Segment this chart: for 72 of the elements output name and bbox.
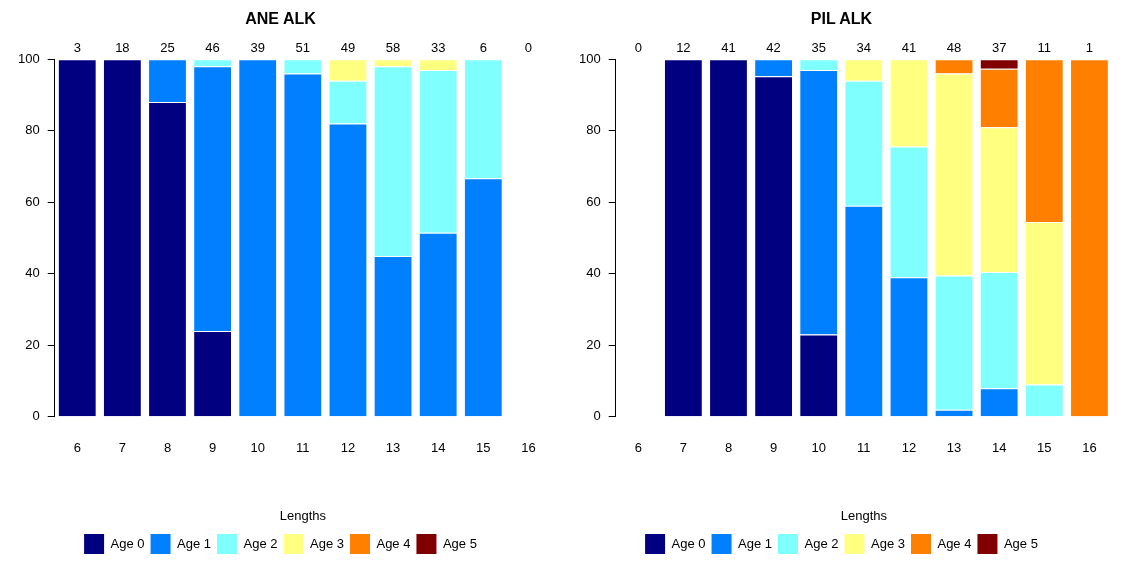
text: 42 (766, 40, 781, 56)
text: 58 (385, 40, 401, 56)
legend-label: Age 3 (310, 535, 344, 551)
x-tick-label: 10 (250, 440, 265, 456)
legend-label: Age 0 (110, 535, 145, 551)
x-tick-label: 15 (476, 440, 491, 456)
x-tick-label: 9 (208, 440, 217, 456)
text: 11 (1037, 40, 1052, 56)
text: 41 (721, 40, 736, 56)
text: 35 (811, 40, 826, 56)
text: 12 (676, 40, 691, 56)
x-tick-label: 6 (73, 440, 81, 456)
legend-label: Age 1 (177, 535, 212, 551)
legend-label: Age 4 (937, 535, 972, 551)
legend-label: Age 4 (376, 535, 411, 551)
y-tick-label: 60 (25, 193, 40, 209)
x-tick-label: 14 (991, 440, 1007, 456)
x-tick-label: 9 (769, 440, 778, 456)
x-tick-label: 16 (1082, 440, 1097, 456)
legend-label: Age 0 (671, 535, 706, 551)
text: 3 (73, 40, 81, 56)
text: 6 (479, 40, 487, 56)
x-tick-label: 16 (521, 440, 536, 456)
text: 0 (524, 40, 533, 56)
y-tick-label: 0 (32, 408, 40, 424)
x-tick-label: 15 (1037, 440, 1052, 456)
y-tick-label: 100 (17, 50, 40, 66)
x-tick-label: 12 (901, 440, 917, 456)
x-tick-label: 10 (811, 440, 826, 456)
text: 51 (295, 40, 311, 56)
text: 18 (115, 40, 130, 56)
text: 0 (634, 40, 642, 56)
text: 41 (901, 40, 917, 56)
legend-label: Age 5 (442, 535, 477, 551)
x-axis-title: Lengths (279, 507, 327, 523)
text: 48 (946, 40, 962, 56)
x-tick-label: 8 (724, 440, 733, 456)
chart-title: PIL ALK (810, 10, 873, 28)
y-tick-label: 60 (586, 193, 601, 209)
text: 49 (340, 40, 356, 56)
y-tick-label: 100 (578, 50, 601, 66)
text: 39 (250, 40, 265, 56)
legend-label: Age 3 (871, 535, 905, 551)
text: 25 (160, 40, 175, 56)
x-tick-label: 11 (857, 440, 871, 456)
x-tick-label: 13 (946, 440, 962, 456)
legend-label: Age 2 (804, 535, 839, 551)
text: 37 (991, 40, 1007, 56)
y-tick-label: 80 (25, 122, 40, 138)
x-tick-label: 8 (163, 440, 172, 456)
y-tick-label: 20 (586, 336, 601, 352)
text: 34 (856, 40, 872, 56)
legend-label: Age 1 (738, 535, 773, 551)
text: 46 (205, 40, 220, 56)
x-tick-label: 13 (385, 440, 401, 456)
text: 33 (430, 40, 446, 56)
x-tick-label: 7 (118, 440, 126, 456)
legend-label: Age 2 (243, 535, 278, 551)
text: 1 (1085, 40, 1094, 56)
x-axis-title: Lengths (840, 507, 888, 523)
x-tick-label: 7 (679, 440, 687, 456)
x-tick-label: 12 (340, 440, 356, 456)
y-tick-label: 40 (586, 265, 601, 281)
legend-label: Age 5 (1003, 535, 1038, 551)
chart-title: ANE ALK (245, 10, 317, 28)
x-tick-label: 11 (296, 440, 310, 456)
x-tick-label: 6 (634, 440, 642, 456)
y-tick-label: 40 (25, 265, 40, 281)
y-tick-label: 0 (593, 408, 601, 424)
x-tick-label: 14 (430, 440, 446, 456)
y-tick-label: 20 (25, 336, 40, 352)
y-tick-label: 80 (586, 122, 601, 138)
